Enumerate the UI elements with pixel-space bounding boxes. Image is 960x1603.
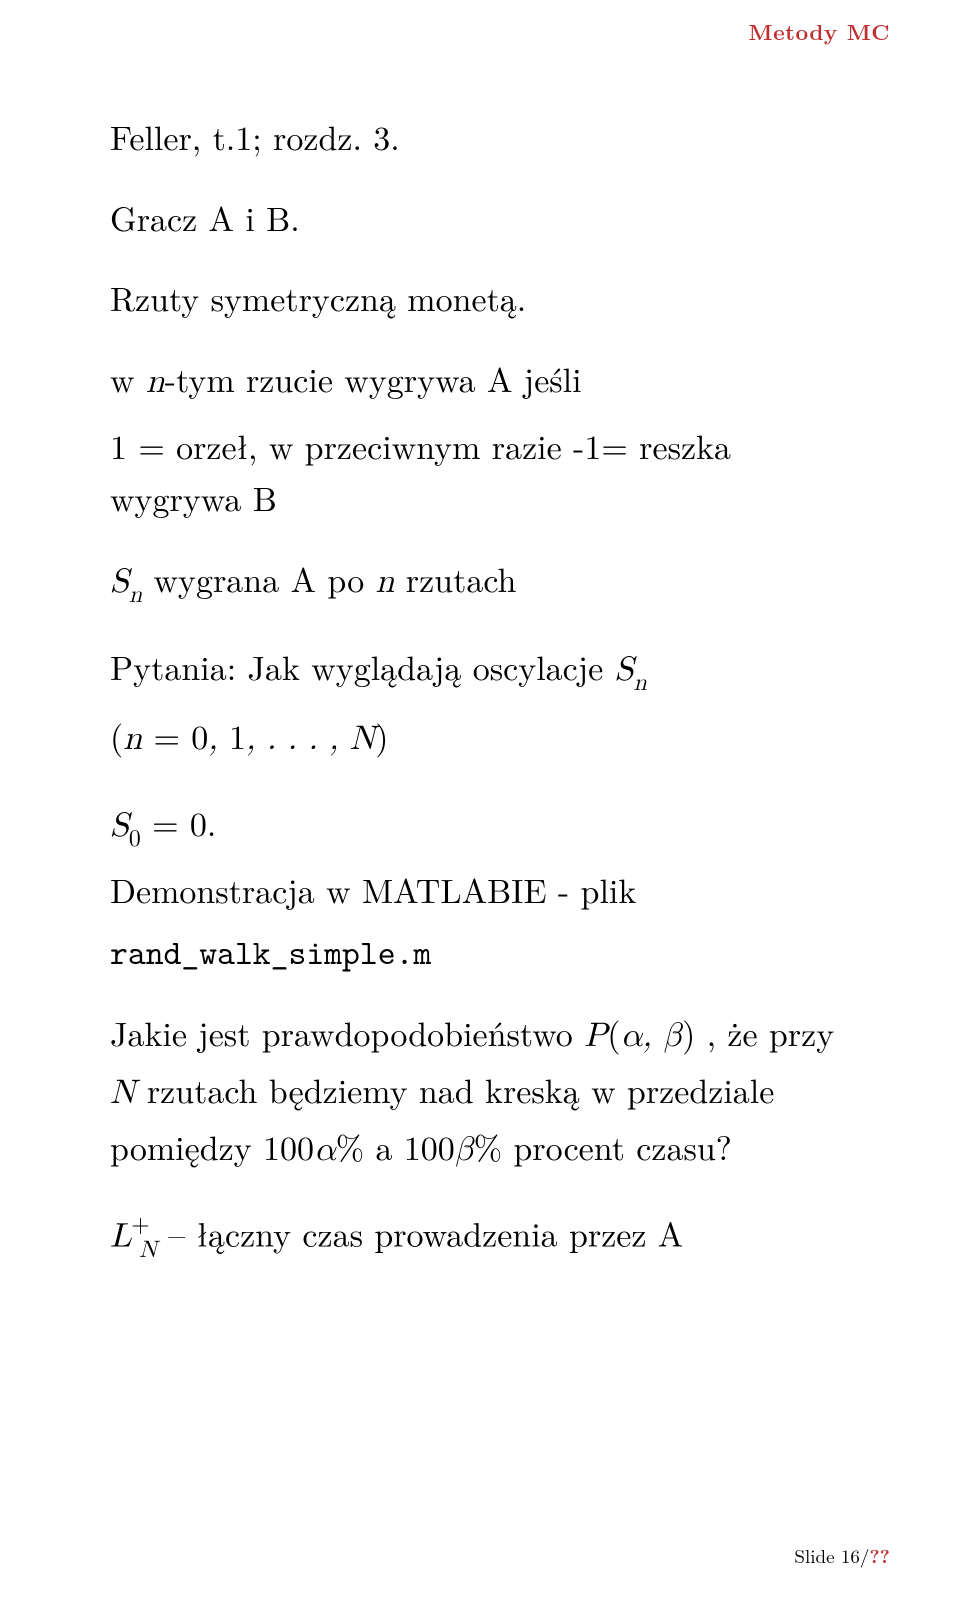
paren-open: ( <box>110 711 123 759</box>
line-sn-def: Sn wygrana A po n rzutach <box>110 552 850 612</box>
text: Pytania: Jak wyglądają oscylacje <box>110 642 615 690</box>
text: = 0 <box>142 711 208 759</box>
line-feller: Feller, t.1; rozdz. 3. <box>110 110 850 163</box>
comma: , <box>642 1019 663 1053</box>
line-nth-throw: w n-tym rzucie wygrywa A jeśli <box>110 352 850 409</box>
math-alpha: α <box>314 1133 336 1167</box>
page: Metody MC Feller, t.1; rozdz. 3. Gracz A… <box>0 0 960 1603</box>
text: = 0. <box>141 798 217 846</box>
math-alpha: α <box>621 1019 643 1053</box>
line-range: (n = 0, 1, . . . , N) <box>110 709 850 766</box>
math-sup-plus: + <box>131 1205 150 1239</box>
header-right: Metody MC <box>749 16 890 47</box>
math-S: S <box>110 809 129 843</box>
math-S: S <box>615 653 634 687</box>
math-N: N <box>110 1076 136 1110</box>
math-sub-n: n <box>633 671 646 695</box>
math-sub-n: n <box>129 583 142 607</box>
line-players: Gracz A i B. <box>110 191 850 244</box>
text: rzutach <box>394 554 516 602</box>
math-S: S <box>110 565 129 599</box>
text: % a 100 <box>336 1122 455 1170</box>
line-s0: S0 = 0. <box>110 796 850 853</box>
paren-close: ) <box>682 1008 695 1056</box>
slide-unknown: ?? <box>869 1541 890 1569</box>
math-beta: β <box>455 1133 474 1167</box>
text: % procent czasu? <box>474 1122 732 1170</box>
text: Jakie jest prawdopodobieństwo <box>110 1008 584 1056</box>
text: -tym rzucie wygrywa A jeśli <box>165 354 582 402</box>
math-L: L <box>110 1220 131 1254</box>
text: wygrana A po <box>142 554 375 602</box>
line-coin: Rzuty symetryczną monetą. <box>110 271 850 324</box>
slide-label: Slide 16/ <box>794 1542 869 1569</box>
line-L-def: L+N – łączny czas prowadzenia przez A <box>110 1206 850 1266</box>
line-heads-tails: 1 = orzeł, w przeciwnym razie -1= reszka… <box>110 419 850 524</box>
paren-open: ( <box>607 1008 620 1056</box>
text: – łączny czas prowadzenia przez A <box>157 1209 683 1257</box>
text: , . . . , <box>246 722 350 756</box>
math-P: P <box>584 1019 607 1053</box>
math-beta: β <box>663 1019 682 1053</box>
body: Feller, t.1; rozdz. 3. Gracz A i B. Rzut… <box>110 110 850 1266</box>
math-sub-N: N <box>139 1238 157 1262</box>
text: 1 <box>229 711 246 759</box>
line-question-osc: Pytania: Jak wyglądają oscylacje Sn <box>110 640 850 700</box>
math-n: n <box>376 565 395 599</box>
math-n: n <box>123 722 142 756</box>
line-matlab: Demonstracja w MATLABIE - plik <box>110 863 850 916</box>
line-filename: rand_walk_simple.m <box>110 926 850 979</box>
footer: Slide 16/?? <box>794 1541 890 1569</box>
text: , <box>208 722 229 756</box>
text: w <box>110 354 146 402</box>
paren-close: ) <box>375 711 388 759</box>
math-N: N <box>350 722 376 756</box>
math-n: n <box>146 365 165 399</box>
math-sub-0: 0 <box>129 819 141 853</box>
text: , że przy <box>695 1008 834 1056</box>
line-probability-q: Jakie jest prawdopodobieństwo P(α, β) , … <box>110 1006 850 1176</box>
